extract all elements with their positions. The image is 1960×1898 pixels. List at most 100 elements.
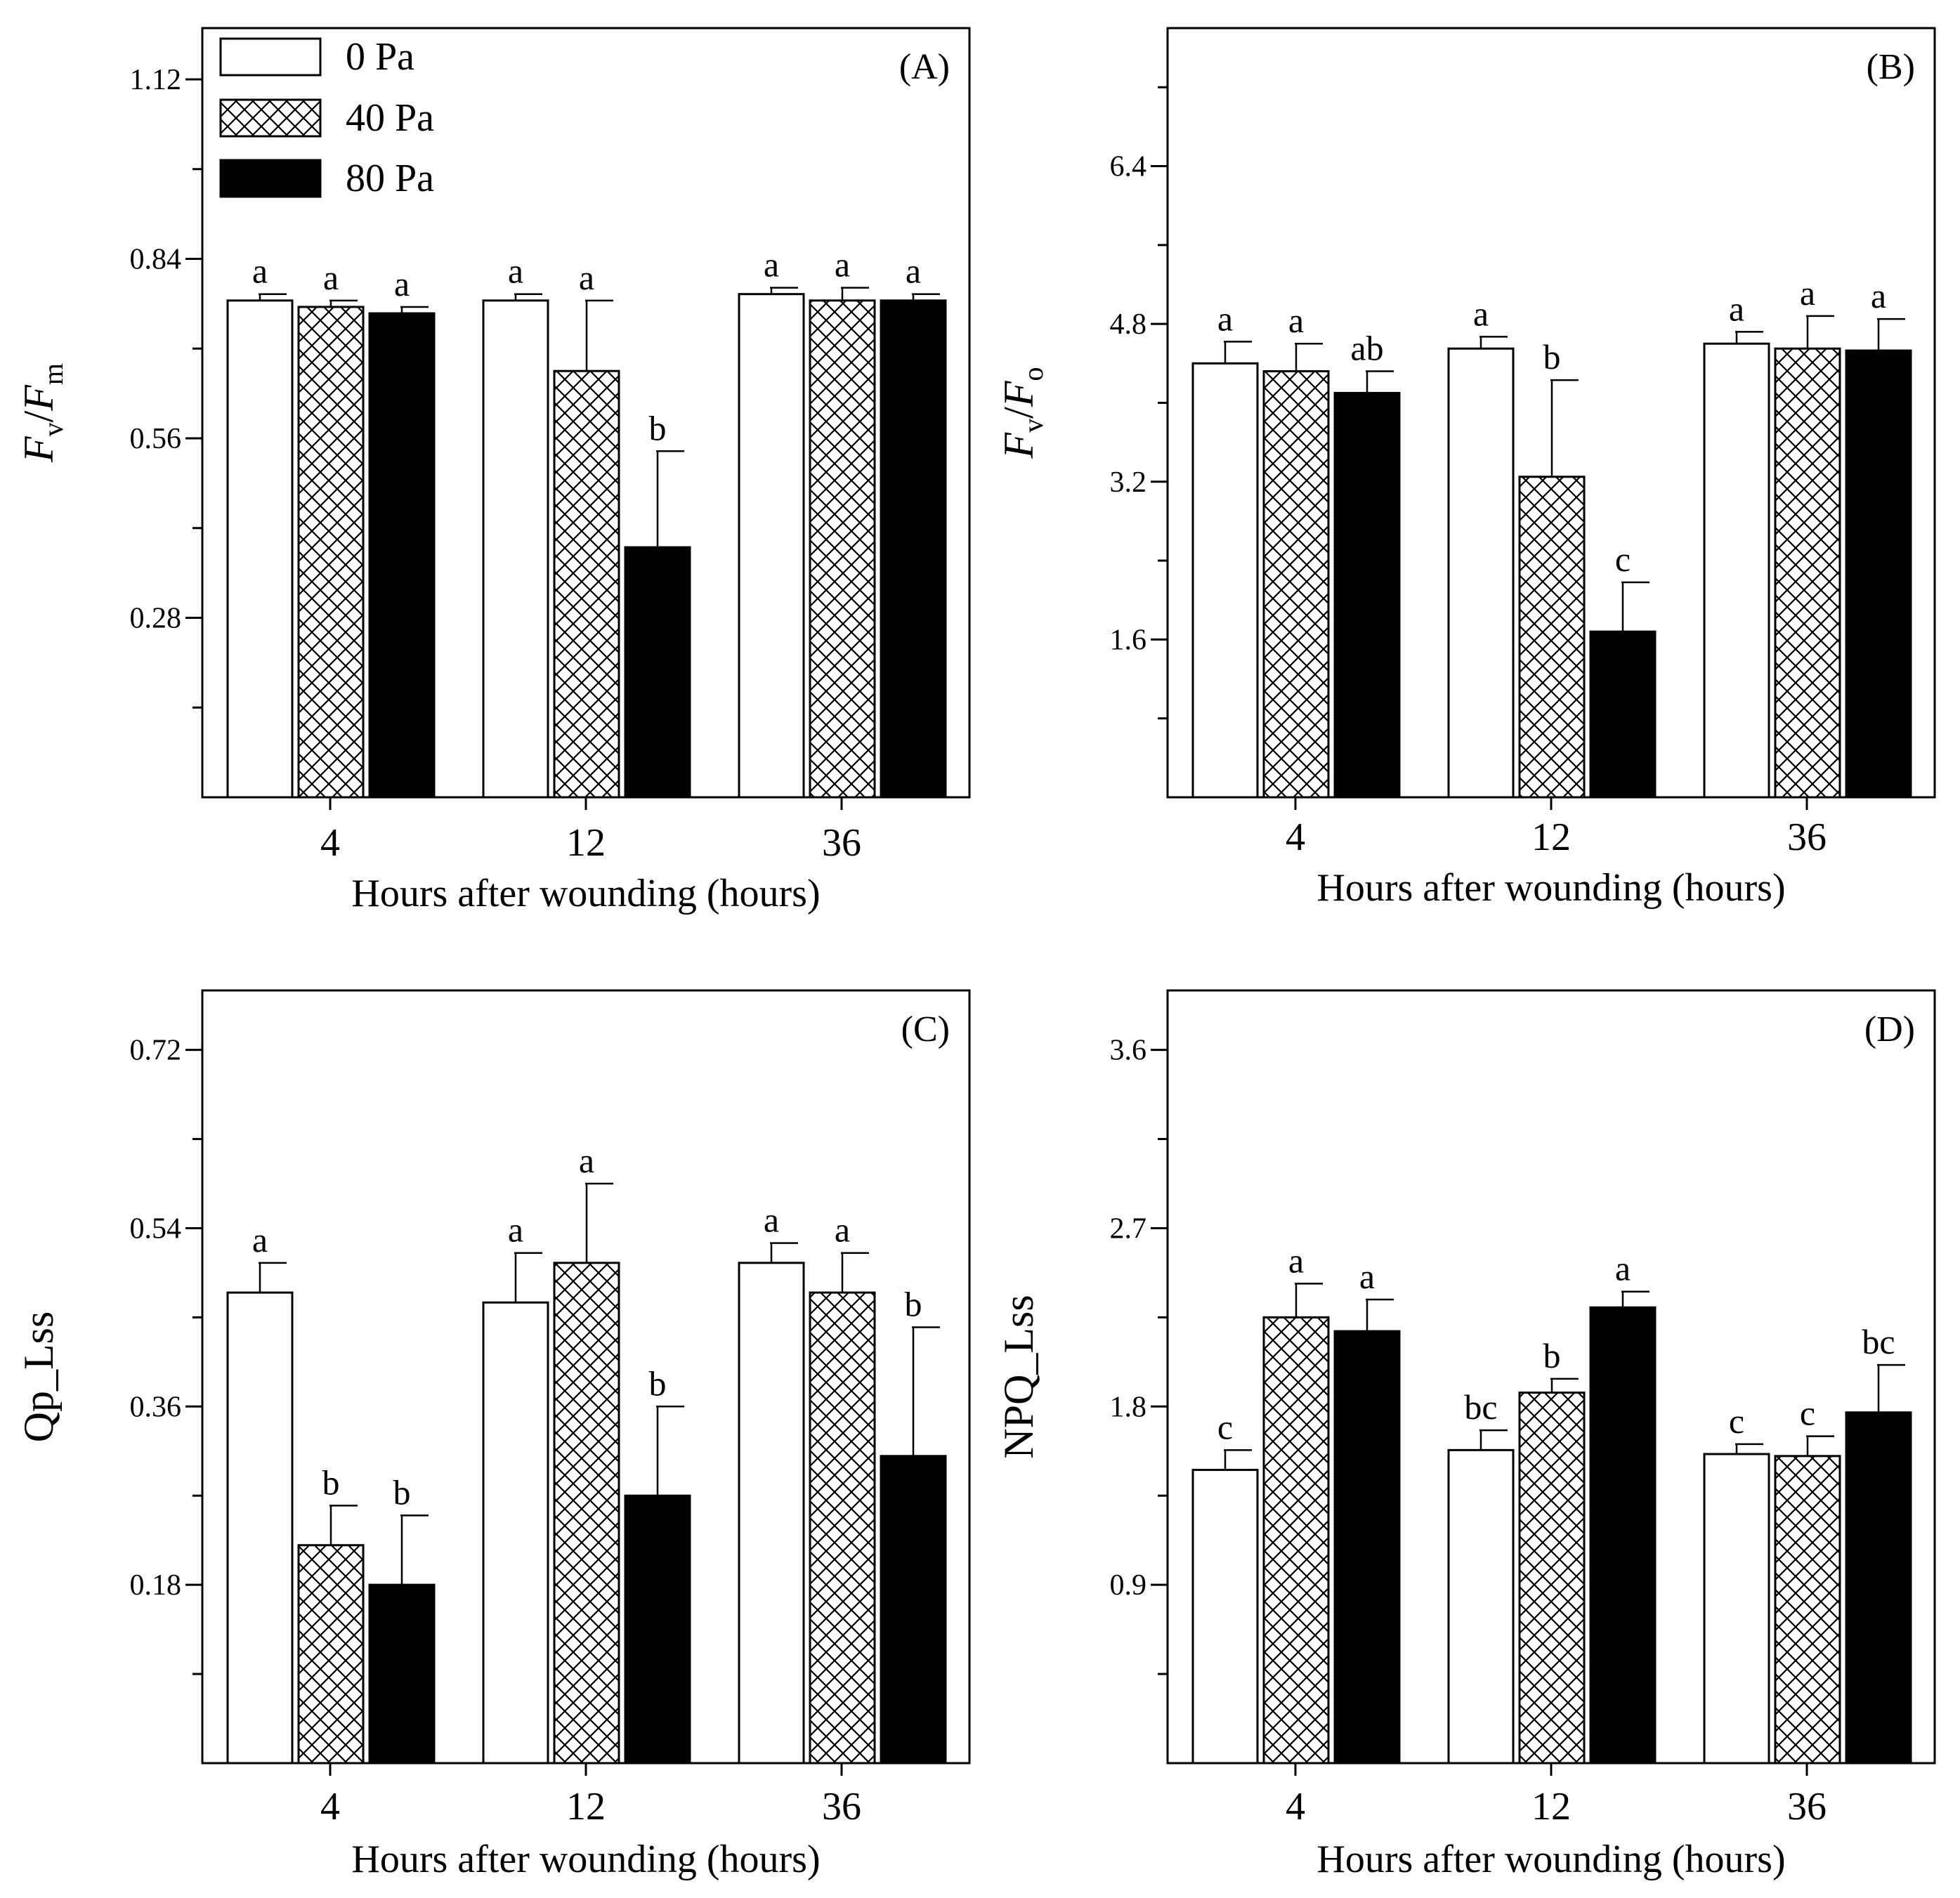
significance-label: a	[508, 251, 523, 291]
bar	[1703, 342, 1770, 799]
x-tick-label: 4	[1286, 1785, 1305, 1828]
significance-label: b	[1543, 337, 1561, 377]
y-tick-label: 1.12	[130, 64, 182, 96]
bar	[368, 312, 436, 799]
bar	[1774, 347, 1841, 799]
bar	[482, 299, 549, 799]
significance-label: a	[1871, 276, 1886, 315]
legend-label: 40 Pa	[346, 96, 434, 140]
significance-label: a	[394, 264, 410, 303]
significance-label: b	[393, 1472, 411, 1512]
legend-swatch	[219, 37, 322, 77]
x-tick-label: 12	[566, 1785, 606, 1828]
x-tick-label: 4	[320, 821, 340, 865]
significance-label: bc	[1862, 1322, 1895, 1361]
bar	[553, 369, 620, 799]
significance-label: a	[1800, 273, 1815, 313]
y-tick-label: 3.2	[1110, 466, 1147, 499]
x-tick-label: 36	[822, 1785, 861, 1828]
y-axis-title-part: /	[995, 407, 1042, 419]
y-axis-title-part: F	[995, 380, 1042, 407]
bar	[1774, 1455, 1841, 1765]
significance-label: b	[649, 408, 667, 447]
significance-label: c	[1800, 1394, 1815, 1433]
y-tick-label: 3.6	[1110, 1035, 1147, 1067]
significance-label: a	[1729, 289, 1744, 328]
x-tick-label: 36	[1787, 816, 1827, 859]
y-tick-label: 0.56	[130, 423, 182, 455]
panel-label: (B)	[1867, 47, 1915, 87]
significance-label: a	[1615, 1249, 1631, 1288]
y-axis-title-part: /	[15, 410, 62, 422]
bar	[1191, 362, 1259, 799]
x-tick-label: 4	[1286, 816, 1305, 859]
y-axis-title-part: v	[37, 422, 69, 436]
significance-label: c	[1615, 539, 1631, 579]
significance-label: a	[1288, 1241, 1304, 1280]
y-axis-title-part: F	[995, 431, 1042, 459]
y-tick-label: 0.36	[130, 1391, 182, 1423]
y-tick-label: 1.8	[1110, 1391, 1147, 1423]
chart-panel-d: 0.9 1.8 2.7 3.6 4 c a a 12 bc b a 36 c c bc (D) Hours aft…	[995, 989, 1936, 1881]
bar	[226, 299, 294, 799]
significance-label: bc	[1464, 1387, 1497, 1427]
significance-label: b	[905, 1284, 922, 1323]
significance-label: a	[764, 245, 779, 284]
significance-label: a	[323, 258, 339, 297]
legend-swatch	[219, 98, 322, 138]
y-tick-label: 0.9	[1110, 1569, 1147, 1602]
x-tick-label: 12	[1531, 816, 1571, 859]
chart-panel-c: 0.18 0.36 0.54 0.72 4 a b b 12 a a b 36 a a b (C) Hours a…	[15, 989, 971, 1881]
bar	[624, 546, 691, 799]
significance-label: a	[906, 251, 921, 291]
y-axis-title: Fv/Fm	[15, 363, 69, 463]
significance-label: b	[1543, 1336, 1561, 1375]
bar	[1589, 630, 1657, 799]
bar	[1333, 391, 1401, 799]
x-tick-label: 12	[1531, 1785, 1571, 1828]
y-tick-label: 0.28	[130, 603, 182, 635]
significance-label: a	[252, 251, 268, 291]
y-axis-title-part: F	[15, 436, 62, 463]
bar	[1447, 1448, 1515, 1765]
y-tick-label: 4.8	[1110, 308, 1147, 341]
legend: 0 Pa 40 Pa 80 Pa	[219, 35, 434, 200]
bar	[1845, 1411, 1912, 1765]
y-tick-label: 0.84	[130, 244, 182, 276]
bar	[1703, 1453, 1770, 1765]
bar	[809, 1291, 876, 1765]
significance-label: a	[1359, 1257, 1375, 1296]
bar	[553, 1262, 620, 1765]
x-tick-label: 4	[320, 1785, 340, 1828]
bar	[1191, 1469, 1259, 1765]
significance-label: a	[252, 1220, 268, 1259]
significance-label: a	[508, 1210, 523, 1250]
chart-panel-a: 0.28 0.56 0.84 1.12 4 a a a 12 a a b 36 a a a (A) Hours a…	[15, 27, 971, 915]
y-axis-title-part: m	[37, 363, 69, 385]
bar	[738, 293, 805, 799]
significance-label: a	[835, 1210, 850, 1250]
panel-label: (A)	[899, 47, 950, 87]
y-axis-title: NPQ_Lss	[995, 1295, 1042, 1458]
y-tick-label: 0.72	[130, 1035, 182, 1067]
bar	[1518, 476, 1586, 799]
significance-label: a	[1473, 294, 1489, 333]
y-tick-label: 2.7	[1110, 1212, 1147, 1245]
y-tick-label: 0.18	[130, 1569, 182, 1602]
bar	[1589, 1306, 1657, 1765]
x-tick-label: 36	[822, 821, 861, 865]
y-axis-title-part: o	[1017, 367, 1049, 381]
y-tick-label: 0.54	[130, 1212, 182, 1245]
y-axis-title-part: F	[15, 384, 62, 412]
legend-swatch	[219, 159, 322, 198]
significance-label: c	[1729, 1401, 1744, 1441]
significance-label: a	[764, 1200, 779, 1240]
y-axis-title-part: v	[1017, 419, 1049, 433]
bar	[1845, 349, 1912, 799]
bar	[368, 1583, 436, 1765]
bar	[624, 1494, 691, 1765]
bar	[880, 299, 947, 799]
legend-label: 0 Pa	[346, 35, 414, 79]
